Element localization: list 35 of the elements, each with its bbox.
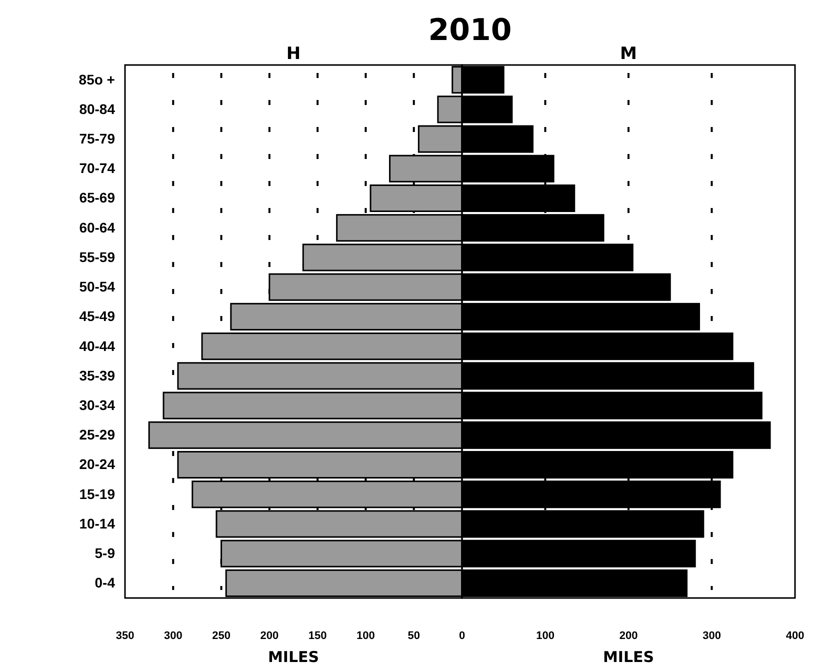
y-tick-label: 25-29 xyxy=(79,426,116,443)
x-tick-label: 250 xyxy=(212,630,230,642)
y-tick-label: 85o + xyxy=(78,71,115,88)
x-axis-title: MILES xyxy=(602,648,654,666)
y-tick-label: 80-84 xyxy=(79,100,116,117)
x-tick-label: 350 xyxy=(116,630,134,642)
chart-title: M xyxy=(620,44,637,64)
x-tick-label: 400 xyxy=(786,630,804,642)
y-tick-label: 60-64 xyxy=(79,219,116,236)
y-tick-label: 30-34 xyxy=(79,397,116,414)
y-tick-label: 70-74 xyxy=(79,160,116,176)
x-tick-label: 200 xyxy=(619,630,638,642)
y-tick-label: 5-9 xyxy=(94,545,116,562)
y-tick-label: 20-24 xyxy=(79,456,116,472)
x-tick-label: 300 xyxy=(702,630,721,642)
x-tick-label: 100 xyxy=(356,630,375,642)
x-axis-title: MILES xyxy=(268,648,320,666)
x-tick-label: 50 xyxy=(408,630,420,642)
y-tick-label: 35-39 xyxy=(79,367,116,384)
y-tick-label: 50-54 xyxy=(79,278,116,295)
x-tick-label: 100 xyxy=(536,630,554,642)
y-tick-label: 55-59 xyxy=(79,248,116,265)
y-tick-label: 10-14 xyxy=(79,515,116,532)
text: 2010 xyxy=(428,13,512,48)
x-tick-label: 300 xyxy=(164,630,182,642)
x-tick-label: 0 xyxy=(458,630,466,642)
chart-title: H xyxy=(286,44,301,64)
y-tick-label: 75-79 xyxy=(79,130,116,147)
x-tick-label: 200 xyxy=(260,630,279,642)
x-tick-label: 150 xyxy=(308,630,327,642)
y-tick-label: 45-49 xyxy=(79,308,116,324)
y-tick-label: 0-4 xyxy=(94,574,116,591)
y-tick-label: 15-19 xyxy=(79,486,116,502)
y-tick-label: 65-69 xyxy=(79,190,116,206)
y-tick-label: 40-44 xyxy=(79,338,116,354)
